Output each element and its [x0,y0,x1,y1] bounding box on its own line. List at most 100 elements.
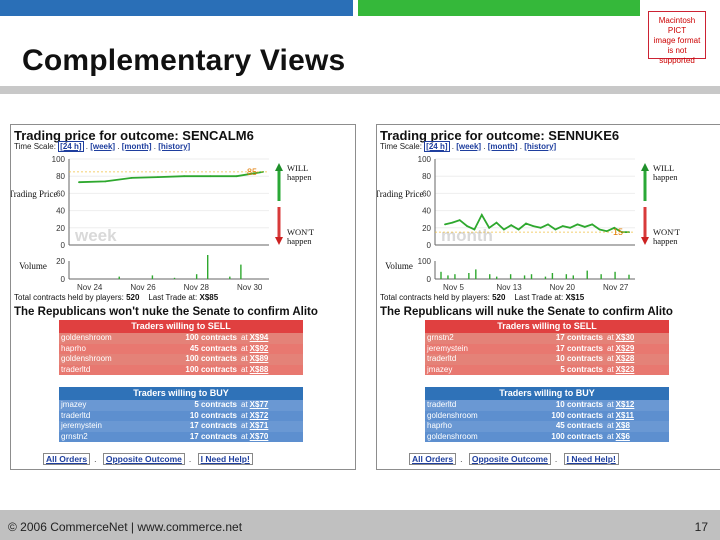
scale-option-history[interactable]: [history] [524,142,557,151]
wont-happen-label: WON'T [287,227,315,237]
order-price: at X$70 [241,432,268,443]
will-arrow-shaft [643,171,647,201]
order-price: at X$71 [241,421,268,432]
need-help-link[interactable]: I Need Help! [197,453,253,465]
scale-option-month[interactable]: [month] [121,142,152,151]
volume-bar [572,275,574,279]
all-orders-link[interactable]: All Orders [43,453,91,465]
order-row: haprho 45 contracts at X$92 [59,343,303,355]
time-scale: Time Scale: [24 h] . [week] . [month] . … [380,141,557,152]
price-tick-label: 20 [56,224,65,233]
price-point [495,221,498,224]
order-quantity: 10 contracts [555,400,603,409]
at-label: at [241,421,248,430]
price-link[interactable]: X$28 [615,354,635,363]
market-panel-sennuke6: Trading price for outcome: SENNUKE6 Time… [376,124,720,470]
time-scale-label: Time Scale: [14,142,56,151]
opposite-outcome-link[interactable]: Opposite Outcome [102,453,185,465]
price-link[interactable]: X$88 [249,364,269,374]
price-point [480,214,483,216]
price-link[interactable]: X$8 [615,421,630,430]
price-point [78,181,80,184]
price-point [157,176,159,178]
buy-table-header: Traders willing to BUY [59,387,303,400]
price-point [473,228,476,231]
price-point [130,177,133,179]
at-label: at [241,410,248,420]
order-price: at X$92 [241,344,268,355]
price-link[interactable]: X$6 [615,431,630,441]
price-link[interactable]: X$30 [615,333,635,342]
all-orders-link[interactable]: All Orders [409,453,457,465]
chart-watermark: week [74,226,117,245]
opposite-outcome-link[interactable]: Opposite Outcome [468,453,551,465]
volume-bar [454,274,456,279]
scale-option-history[interactable]: [history] [158,142,191,151]
price-link[interactable]: X$77 [249,400,269,409]
price-link[interactable]: X$12 [615,400,635,409]
order-quantity: 5 contracts [560,364,603,374]
order-price: at X$23 [607,365,634,376]
order-quantity: 100 contracts [551,410,603,420]
order-price: at X$77 [241,400,268,411]
volume-axis-label: Volume [385,261,413,271]
price-point [606,230,608,233]
price-link[interactable]: X$94 [249,333,269,342]
price-tick-label: 60 [56,189,65,198]
time-scale-label: Time Scale: [380,142,422,151]
order-row: jeremystein 17 contracts at X$71 [59,421,303,432]
scale-option-24h[interactable]: [24 h] [424,141,450,152]
volume-bar [551,273,554,279]
volume-tick-label: 0 [61,275,66,284]
wont-happen-label: happen [287,236,312,246]
panel-links: All Orders. Opposite Outcome. I Need Hel… [409,453,619,465]
trader-name: traderltd [61,364,91,374]
price-point [503,228,505,231]
price-point [444,223,446,226]
order-quantity: 17 contracts [555,343,603,353]
trader-name: traderltd [427,354,457,363]
need-help-link[interactable]: I Need Help! [563,453,619,465]
trader-name: haprho [427,421,452,430]
order-quantity: 45 contracts [555,421,603,430]
at-label: at [607,421,614,430]
scale-option-week[interactable]: [week] [90,142,116,151]
price-link[interactable]: X$92 [249,343,269,353]
order-row: jeremystein 17 contracts at X$29 [425,343,669,354]
trader-name: jeremystein [427,343,468,353]
copyright-text: © 2006 CommerceNet | www.commerce.net [8,520,243,534]
will-happen-label: happen [287,172,312,182]
price-link[interactable]: X$89 [249,354,269,363]
order-quantity: 17 contracts [555,333,603,342]
price-point [517,228,520,231]
at-label: at [607,343,614,353]
panel-links: All Orders. Opposite Outcome. I Need Hel… [43,453,253,465]
volume-bar [207,255,209,279]
order-row: goldenshroom 100 contracts at X$11 [425,410,669,421]
last-trade-value: X$15 [565,293,585,302]
price-link[interactable]: X$72 [249,410,269,420]
slide-footer: © 2006 CommerceNet | www.commerce.net 17 [0,510,720,540]
volume-bar [468,273,470,279]
price-tick-label: 60 [422,189,431,198]
price-volume-chart: month 100 80 60 40 20 0 Trading Price Volume 15 WI… [377,155,681,292]
will-arrow-icon [641,163,649,171]
trader-name: haprho [61,343,86,353]
time-scale: Time Scale: [24 h] . [week] . [month] . … [14,141,191,152]
scale-option-24h[interactable]: [24 h] [58,141,84,152]
price-point [576,223,579,226]
price-link[interactable]: X$70 [249,431,269,441]
totals-label: Total contracts held by players: [380,293,490,302]
price-point [561,225,564,227]
price-tick-label: 80 [56,172,65,181]
last-trade-value: X$85 [199,293,219,302]
order-quantity: 100 contracts [185,354,237,363]
price-link[interactable]: X$11 [615,410,634,420]
sell-orders-table: Traders willing to SELL grnstn2 17 contra… [425,320,669,375]
scale-option-month[interactable]: [month] [487,142,518,151]
price-link[interactable]: X$23 [615,364,635,374]
price-link[interactable]: X$29 [615,343,635,353]
scale-option-week[interactable]: [week] [456,142,482,151]
price-link[interactable]: X$71 [249,421,269,430]
trader-name: goldenshroom [427,410,478,420]
